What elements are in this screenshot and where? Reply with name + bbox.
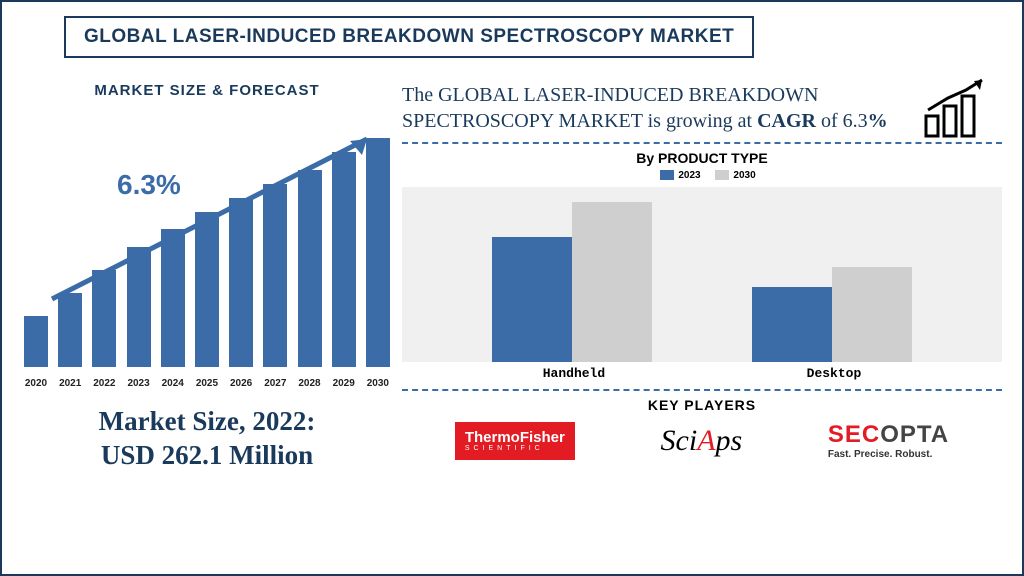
sciaps-post: ps bbox=[716, 424, 743, 457]
sciaps-pre: Sci bbox=[661, 424, 698, 457]
year-label: 2030 bbox=[364, 378, 392, 389]
secopta-sec: SEC bbox=[828, 421, 880, 448]
market-size-value: USD 262.1 Million bbox=[22, 439, 392, 473]
logo-sciaps: SciAps bbox=[661, 424, 743, 458]
left-panel: MARKET SIZE & FORECAST 6.3% 202020212022… bbox=[22, 82, 392, 473]
product-x-labels: Handheld Desktop bbox=[402, 362, 1002, 381]
growth-chart-icon bbox=[920, 76, 992, 140]
bar-group bbox=[752, 267, 912, 362]
year-label: 2027 bbox=[261, 378, 289, 389]
right-panel: The GLOBAL LASER-INDUCED BREAKDOWN SPECT… bbox=[402, 82, 1002, 460]
year-label: 2022 bbox=[90, 378, 118, 389]
year-label: 2020 bbox=[22, 378, 50, 389]
year-label: 2028 bbox=[296, 378, 324, 389]
bar-col bbox=[159, 229, 187, 367]
title-box: GLOBAL LASER-INDUCED BREAKDOWN SPECTROSC… bbox=[64, 16, 754, 58]
group-bar-2030 bbox=[572, 202, 652, 362]
bar-col bbox=[22, 316, 50, 367]
thermo-sub: SCIENTIFIC bbox=[465, 445, 565, 452]
forecast-bar-chart: 6.3% 20202021202220232024202520262027202… bbox=[22, 109, 392, 389]
group-bar-2023 bbox=[752, 287, 832, 362]
divider bbox=[402, 389, 1002, 391]
page-title: GLOBAL LASER-INDUCED BREAKDOWN SPECTROSC… bbox=[84, 26, 734, 48]
growth-pct: % bbox=[868, 110, 888, 132]
bar-col bbox=[125, 247, 153, 367]
year-label: 2025 bbox=[193, 378, 221, 389]
growth-of: of 6.3 bbox=[816, 110, 868, 132]
forecast-heading: MARKET SIZE & FORECAST bbox=[22, 82, 392, 99]
logo-secopta: SECOPTA Fast. Precise. Robust. bbox=[828, 421, 949, 460]
legend-swatch-2030 bbox=[715, 170, 729, 180]
legend-label-2030: 2030 bbox=[733, 170, 755, 181]
year-label: 2023 bbox=[125, 378, 153, 389]
bar-col bbox=[330, 152, 358, 367]
year-label: 2029 bbox=[330, 378, 358, 389]
growth-statement: The GLOBAL LASER-INDUCED BREAKDOWN SPECT… bbox=[402, 82, 1002, 134]
secopta-opta: OPTA bbox=[880, 421, 949, 448]
year-label: 2026 bbox=[227, 378, 255, 389]
bar-col bbox=[56, 293, 84, 367]
forecast-bar bbox=[92, 270, 116, 367]
logos-row: ThermoFisher SCIENTIFIC SciAps SECOPTA F… bbox=[402, 421, 1002, 460]
thermo-name: ThermoFisher bbox=[465, 429, 565, 446]
market-size-year: Market Size, 2022: bbox=[22, 405, 392, 439]
bar-col bbox=[296, 170, 324, 367]
forecast-bar bbox=[195, 212, 219, 367]
divider bbox=[402, 142, 1002, 144]
market-size-block: Market Size, 2022: USD 262.1 Million bbox=[22, 405, 392, 473]
group-bar-2023 bbox=[492, 237, 572, 362]
logo-thermofisher: ThermoFisher SCIENTIFIC bbox=[455, 422, 575, 460]
forecast-bar bbox=[229, 198, 253, 367]
legend-swatch-2023 bbox=[660, 170, 674, 180]
forecast-bar bbox=[127, 247, 151, 367]
forecast-bar bbox=[161, 229, 185, 367]
group-bar-2030 bbox=[832, 267, 912, 362]
growth-mid: is growing at bbox=[643, 110, 757, 132]
forecast-bar bbox=[298, 170, 322, 367]
growth-prefix: The bbox=[402, 84, 438, 106]
year-label: 2024 bbox=[159, 378, 187, 389]
forecast-bar bbox=[263, 184, 287, 367]
key-players-heading: KEY PLAYERS bbox=[402, 397, 1002, 413]
bar-col bbox=[227, 198, 255, 367]
forecast-bar bbox=[366, 138, 390, 367]
cat-handheld: Handheld bbox=[543, 366, 605, 381]
legend-label-2023: 2023 bbox=[678, 170, 700, 181]
product-grouped-chart bbox=[402, 187, 1002, 362]
secopta-tag: Fast. Precise. Robust. bbox=[828, 449, 949, 460]
sciaps-accent: A bbox=[697, 424, 715, 457]
forecast-bar bbox=[24, 316, 48, 367]
bar-col bbox=[193, 212, 221, 367]
growth-cagr-word: CAGR bbox=[757, 110, 816, 132]
cat-desktop: Desktop bbox=[807, 366, 862, 381]
forecast-bar bbox=[58, 293, 82, 367]
bar-col bbox=[261, 184, 289, 367]
bar-col bbox=[90, 270, 118, 367]
bar-group bbox=[492, 202, 652, 362]
bar-col bbox=[364, 138, 392, 367]
product-type-heading: By PRODUCT TYPE bbox=[402, 150, 1002, 166]
product-legend: 2023 2030 bbox=[402, 170, 1002, 181]
year-label: 2021 bbox=[56, 378, 84, 389]
forecast-bar bbox=[332, 152, 356, 367]
